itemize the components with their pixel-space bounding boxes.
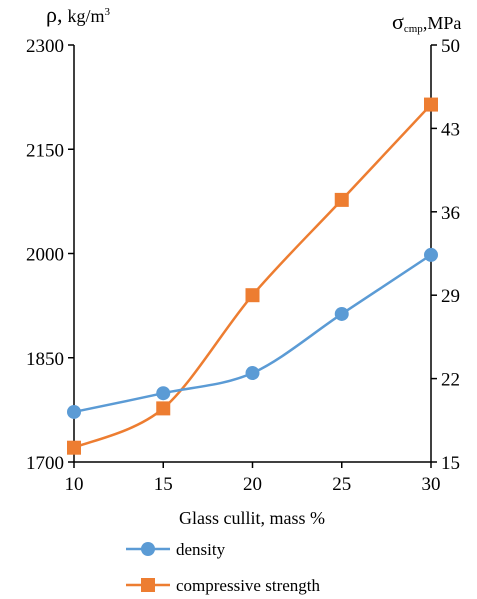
series-line-compressive-strength bbox=[73, 103, 432, 449]
legend-density-label: density bbox=[176, 540, 226, 559]
x-axis-label: Glass cullit, mass % bbox=[179, 508, 325, 528]
right-tick-label: 36 bbox=[441, 203, 460, 224]
right-tick-label: 29 bbox=[441, 286, 460, 307]
x-tick-label: 15 bbox=[154, 474, 173, 495]
left-axis-ticks: 1700 1850 2000 2150 2300 bbox=[26, 36, 74, 474]
series-markers bbox=[67, 97, 438, 455]
legend: density compressive strength bbox=[126, 540, 320, 595]
y-axis-left-label: ρ, kg/m3 bbox=[46, 2, 111, 27]
x-tick-label: 10 bbox=[65, 474, 84, 495]
right-tick-label: 50 bbox=[441, 36, 460, 57]
series-line-density bbox=[73, 253, 432, 414]
left-tick-label: 1700 bbox=[26, 453, 64, 474]
right-tick-label: 43 bbox=[441, 119, 460, 140]
legend-item-density: density bbox=[126, 540, 226, 559]
data-point-density bbox=[245, 366, 260, 381]
x-tick-label: 20 bbox=[243, 474, 262, 495]
x-tick-label: 25 bbox=[332, 474, 351, 495]
x-axis-ticks: 10 15 20 25 30 bbox=[65, 462, 441, 495]
left-tick-label: 1850 bbox=[26, 349, 64, 370]
right-tick-label: 15 bbox=[441, 453, 460, 474]
data-point-compressive-strength bbox=[334, 192, 349, 207]
y-axis-right-label: σcmp,MPa bbox=[392, 9, 461, 35]
legend-strength-marker bbox=[141, 578, 155, 592]
data-point-density bbox=[334, 306, 349, 321]
left-tick-label: 2150 bbox=[26, 140, 64, 161]
legend-density-marker bbox=[141, 542, 155, 556]
data-point-density bbox=[156, 386, 171, 401]
data-point-density bbox=[67, 404, 81, 419]
data-point-compressive-strength bbox=[67, 440, 81, 455]
left-tick-label: 2000 bbox=[26, 245, 64, 266]
x-tick-label: 30 bbox=[422, 474, 441, 495]
data-point-density bbox=[424, 247, 438, 262]
left-tick-label: 2300 bbox=[26, 36, 64, 57]
data-point-compressive-strength bbox=[156, 401, 171, 416]
series-lines bbox=[73, 103, 432, 449]
legend-item-compressive-strength: compressive strength bbox=[126, 576, 320, 595]
data-point-compressive-strength bbox=[424, 97, 438, 112]
data-point-compressive-strength bbox=[245, 288, 260, 303]
right-axis-ticks: 15 22 29 36 43 50 bbox=[431, 36, 460, 474]
right-tick-label: 22 bbox=[441, 370, 460, 391]
legend-strength-label: compressive strength bbox=[176, 576, 320, 595]
